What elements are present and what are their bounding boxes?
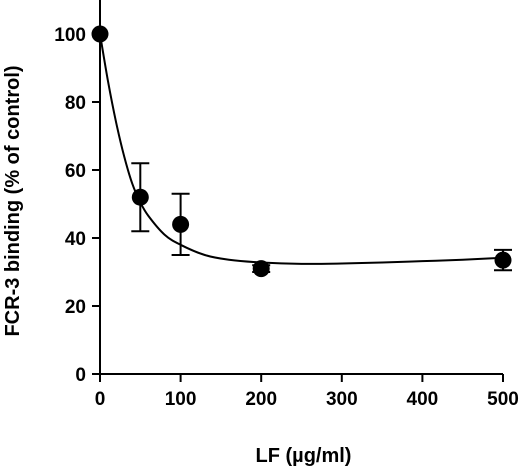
data-point: [252, 260, 270, 278]
data-point: [91, 25, 109, 43]
y-axis-ticks: 0 20 40 60 80 100: [54, 25, 100, 386]
x-tick-label: 300: [326, 389, 358, 410]
x-tick-label: 200: [245, 389, 277, 410]
x-tick-label: 0: [95, 389, 106, 410]
y-tick-label: 40: [65, 229, 86, 250]
data-point: [172, 215, 190, 233]
y-tick-label: 0: [75, 365, 86, 386]
x-axis-ticks: 0 100 200 300 400 500: [95, 374, 519, 410]
y-axis-title: FCR-3 binding (% of control): [2, 65, 24, 336]
x-tick-label: 500: [487, 389, 519, 410]
axes: [99, 0, 503, 375]
data-point: [494, 251, 512, 269]
y-tick-label: 100: [54, 25, 86, 46]
x-tick-label: 400: [407, 389, 439, 410]
data-points: [91, 25, 512, 278]
x-tick-label: 100: [165, 389, 197, 410]
fit-curve: [99, 33, 504, 265]
x-axis-title: LF (µg/ml): [256, 445, 352, 467]
y-tick-label: 60: [65, 161, 86, 182]
data-point: [131, 188, 149, 206]
y-tick-label: 20: [65, 297, 86, 318]
y-tick-label: 80: [65, 93, 86, 114]
